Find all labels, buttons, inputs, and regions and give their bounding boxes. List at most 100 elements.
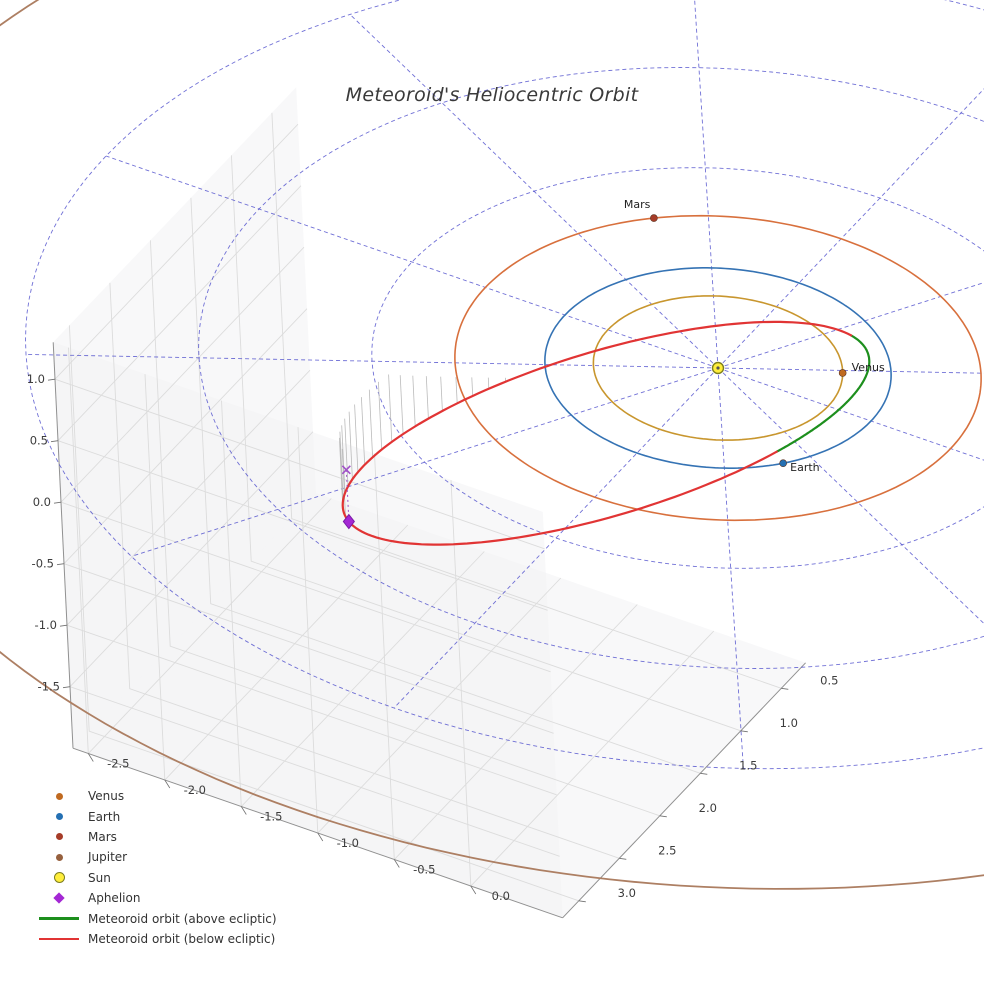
legend-item-earth: Earth (36, 806, 277, 826)
z-axis-tick-label: -0.5 (32, 557, 54, 571)
orbit-stem (440, 376, 443, 411)
sun-core-dot (716, 366, 720, 370)
legend-label: Meteoroid orbit (above ecliptic) (88, 911, 277, 926)
x-axis-tick (164, 779, 171, 789)
z-axis-tick (56, 563, 65, 566)
legend-label: Aphelion (88, 891, 141, 906)
orbit-stem (399, 375, 404, 435)
mars-label: Mars (624, 198, 651, 211)
aphelion-diamond-marker (342, 513, 355, 530)
red-line-icon (36, 937, 82, 941)
legend-item-mars: Mars (36, 827, 277, 847)
z-axis-tick-label: 0.5 (30, 434, 48, 448)
polar-grid-spoke (25, 353, 719, 369)
orbit-stem (368, 389, 373, 458)
y-axis-tick-label: 3.0 (618, 886, 636, 900)
earth-label: Earth (790, 461, 820, 474)
legend-label: Jupiter (88, 850, 128, 865)
legend-label: Earth (88, 809, 121, 824)
y-axis-tick (578, 900, 586, 903)
legend-label: Venus (88, 789, 125, 804)
polar-grid-spoke (717, 367, 744, 769)
earth-marker-icon (36, 813, 82, 821)
venus-dot (838, 369, 847, 377)
z-axis-tick-label: 1.0 (27, 372, 45, 386)
grid-line-y (271, 112, 782, 689)
y-axis-tick (659, 815, 667, 818)
y-axis-tick-label: 2.5 (658, 843, 676, 857)
polar-grid-spoke (717, 367, 984, 461)
x-axis-tick-label: 0.0 (492, 889, 510, 903)
z-axis-tick (50, 440, 59, 443)
chart-title: Meteoroid's Heliocentric Orbit (345, 84, 639, 106)
grid-line-y (149, 240, 660, 817)
legend-item-venus: Venus (36, 786, 277, 806)
jupiter-orbit-path (0, 0, 984, 890)
x-axis-tick-label: -1.0 (337, 836, 359, 850)
orbit-stem (412, 375, 416, 427)
mars-marker-icon (36, 833, 82, 841)
x-axis-tick-label: -2.0 (184, 783, 206, 797)
jupiter-marker-icon (36, 853, 82, 861)
z-axis-tick (47, 378, 56, 381)
legend-item-sun: Sun (36, 868, 277, 888)
y-axis-tick-label: 2.0 (699, 801, 717, 815)
polar-grid-spoke (717, 88, 984, 369)
orbit-stem (425, 376, 429, 419)
grid-line-y (190, 197, 701, 774)
orbit-stem (341, 425, 346, 494)
orbit-stem (341, 448, 346, 517)
y-axis-tick (700, 772, 708, 775)
polar-grid-spoke (694, 0, 719, 369)
y-axis-tick (619, 857, 627, 860)
z-axis-tick (53, 501, 62, 504)
legend-label: Mars (88, 829, 117, 844)
polar-grid-spoke (717, 367, 984, 374)
z-axis-tick-label: -1.5 (38, 680, 60, 694)
y-axis-tick (740, 730, 748, 733)
polar-grid-spoke (717, 282, 984, 369)
earth-dot (779, 459, 787, 468)
y-axis-tick-label: 1.0 (780, 716, 798, 730)
y-axis-edge (562, 662, 806, 919)
mars-dot (650, 214, 658, 222)
x-axis-tick (393, 859, 400, 868)
x-axis-tick (317, 832, 324, 842)
green-line-icon (36, 917, 82, 920)
meteoroid-orbit-above-path (775, 334, 871, 453)
x-axis-tick-label: -1.5 (260, 810, 282, 824)
legend-item-meteoroid-below: Meteoroid orbit (below ecliptic) (36, 929, 277, 949)
y-axis-tick (781, 687, 789, 690)
aphelion-drop-line (345, 469, 350, 522)
x-axis-tick (470, 885, 477, 895)
orbit-stem (361, 397, 366, 465)
polar-grid-circle (371, 167, 984, 569)
z-axis-tick-label: 0.0 (33, 495, 51, 509)
mars-orbit-path (454, 214, 982, 522)
y-axis-tick-label: 0.5 (820, 673, 838, 687)
meteoroid-orbit-below-path (341, 320, 853, 546)
orbit-stem (455, 377, 458, 404)
x-axis-tick (240, 806, 247, 815)
z-axis-edge (52, 342, 74, 749)
polar-grid-spoke (393, 367, 719, 709)
venus-label: Venus (852, 361, 885, 374)
x-axis-tick (87, 753, 94, 762)
orbit-stem (388, 374, 393, 442)
legend-item-meteoroid-above: Meteoroid orbit (above ecliptic) (36, 908, 277, 928)
z-axis-tick (59, 624, 68, 627)
legend: Venus Earth Mars Jupiter Sun Aphelion Me… (36, 786, 277, 949)
legend-label: Meteoroid orbit (below ecliptic) (88, 931, 276, 946)
orbit-stem (348, 411, 353, 480)
orbit-stem (344, 418, 349, 487)
sun-marker-icon (36, 872, 82, 884)
polar-grid-spoke (105, 155, 719, 369)
aphelion-projection-x-marker (341, 465, 351, 475)
legend-item-aphelion: Aphelion (36, 888, 277, 908)
polar-grid-spoke (349, 14, 719, 369)
grid-line-y (109, 282, 620, 859)
z-axis-tick-label: -1.0 (35, 618, 57, 632)
polar-grid-spoke (717, 367, 984, 625)
